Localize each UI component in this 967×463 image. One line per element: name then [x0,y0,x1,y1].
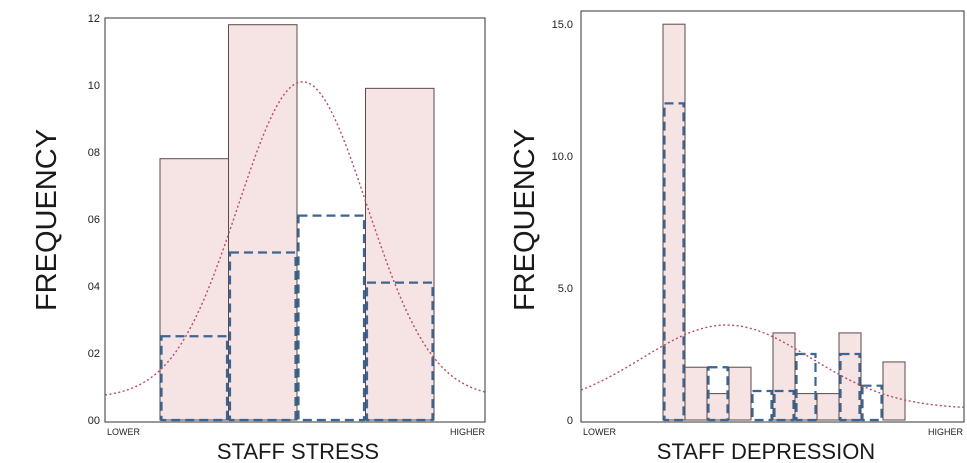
dashed-bar [365,281,434,422]
x-end-label-lower: LOWER [583,427,617,437]
x-end-label-higher: HIGHER [928,427,964,437]
distribution-curve [104,81,486,396]
y-tick-label: 10.0 [552,151,573,163]
y-axis-label: FREQUENCY [31,129,63,311]
dashed-bar [160,335,229,422]
bar [728,366,752,421]
distribution-curve [580,324,965,408]
x-end-label-lower: LOWER [107,427,141,437]
y-tick-label: 10 [88,80,100,92]
bar [882,361,906,421]
bar [684,366,708,421]
y-tick-label: 08 [88,147,100,159]
y-axis-label: FREQUENCY [509,129,541,311]
dashed-bar [773,389,795,422]
x-axis-label: STAFF DEPRESSION [657,439,875,463]
x-axis-label: STAFF STRESS [217,439,379,463]
dashed-bar [707,366,729,422]
chart-staff-depression: 0 5.0 10.0 15.0 LOWER HIGHER STAFF DEPRESSI… [509,10,965,463]
y-tick-label: 06 [88,214,100,226]
dashed-bar [861,384,883,422]
y-tick-label: 15.0 [552,19,573,31]
y-tick-label: 04 [88,281,100,293]
y-tick-label: 00 [88,415,100,427]
bar [159,158,229,421]
dashed-bar [663,102,685,422]
dashed-bar [751,389,773,422]
dashed-bar [297,214,366,422]
bar [228,24,298,421]
plot-frame [104,17,486,423]
bar [816,393,840,421]
bar [706,393,730,421]
x-end-label-higher: HIGHER [450,427,486,437]
y-tick-label: 12 [88,13,100,25]
dashed-bar [228,251,297,422]
y-tick-label: 02 [88,348,100,360]
plot-frame [580,10,965,423]
bar [662,23,686,421]
chart-staff-stress: 00 02 04 06 08 10 12 LOWER HIGHER STAFF STRESS… [31,13,486,463]
y-tick-label: 0 [567,415,573,427]
y-tick-label: 5.0 [558,283,573,295]
bar [794,393,818,421]
bar [365,87,435,421]
